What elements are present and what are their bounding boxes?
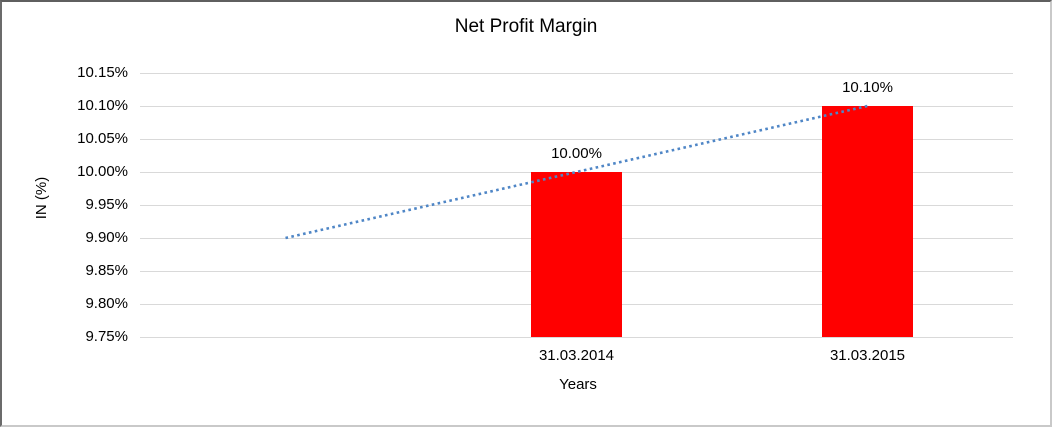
x-tick-label: 31.03.2014 bbox=[538, 347, 615, 364]
bar-data-label: 10.10% bbox=[842, 79, 893, 96]
y-tick-label: 10.10% bbox=[77, 97, 128, 114]
y-tick-label: 10.05% bbox=[77, 130, 128, 147]
bar bbox=[822, 106, 913, 337]
y-tick-label: 10.00% bbox=[77, 163, 128, 180]
y-tick-label: 10.15% bbox=[77, 64, 128, 81]
x-tick-label: 31.03.2015 bbox=[829, 347, 906, 364]
y-tick-label: 9.90% bbox=[85, 229, 128, 246]
y-tick-label: 9.80% bbox=[85, 295, 128, 312]
x-axis-title: Years bbox=[559, 376, 597, 393]
y-tick-label: 9.75% bbox=[85, 328, 128, 345]
y-tick-label: 9.85% bbox=[85, 262, 128, 279]
gridline bbox=[140, 73, 1013, 74]
y-tick-label: 9.95% bbox=[85, 196, 128, 213]
bar-data-label: 10.00% bbox=[551, 145, 602, 162]
chart-title: Net Profit Margin bbox=[454, 16, 598, 37]
bar bbox=[531, 172, 622, 337]
gridline bbox=[140, 337, 1013, 338]
